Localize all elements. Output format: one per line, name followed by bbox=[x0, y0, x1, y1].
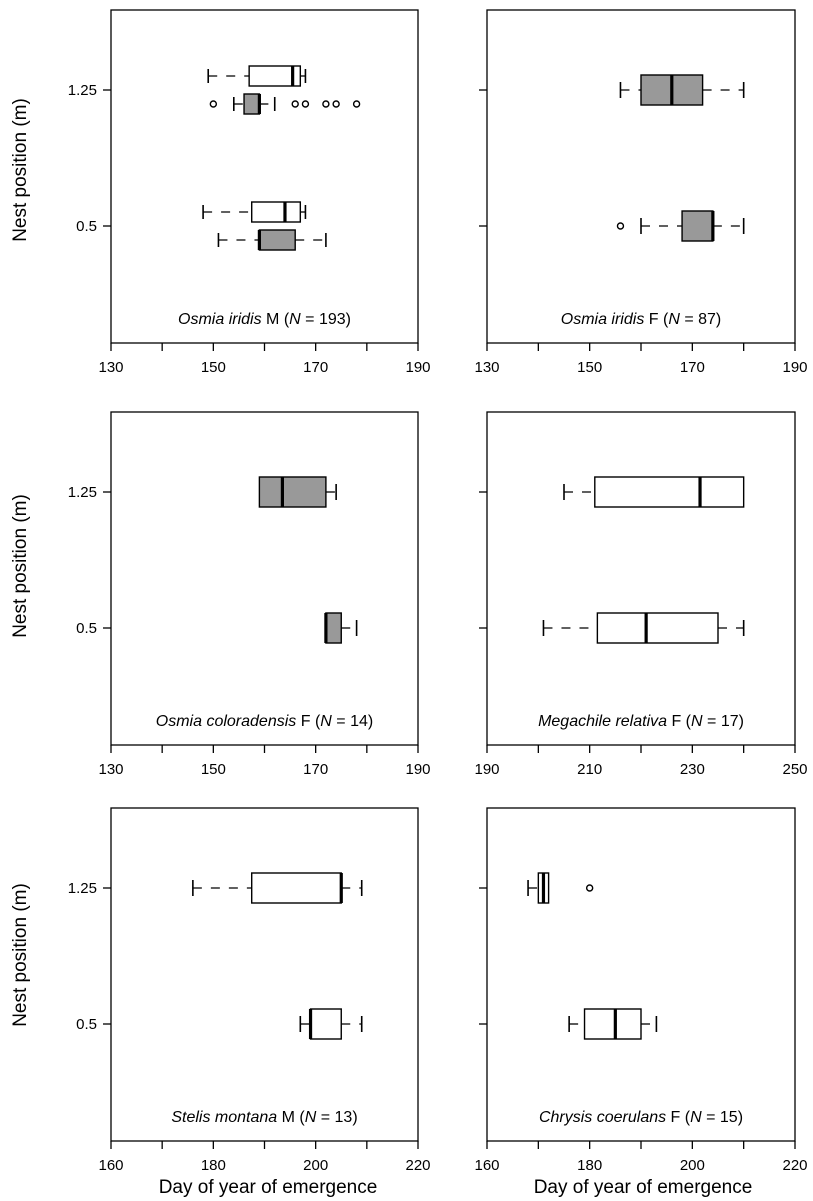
x-axis-label-right: Day of year of emergence bbox=[534, 1177, 753, 1198]
iqr-box bbox=[309, 1008, 342, 1040]
x-tick-label: 230 bbox=[680, 761, 705, 778]
x-tick-label: 130 bbox=[474, 359, 499, 376]
outlier-point bbox=[322, 100, 330, 108]
box-1 bbox=[258, 476, 337, 508]
y-tick-label: 0.5 bbox=[76, 1016, 97, 1033]
x-tick-label: 190 bbox=[474, 761, 499, 778]
box-1 bbox=[527, 872, 594, 904]
iqr-box bbox=[243, 93, 261, 115]
box-2 bbox=[299, 1008, 363, 1040]
x-tick-label: 180 bbox=[201, 1157, 226, 1174]
panel-1: 130 150 170 190 1.25 0.5 Osmia iridis M (N = 1… bbox=[68, 9, 431, 376]
y-tick-label: 1.25 bbox=[68, 484, 97, 501]
y-axis-label-middle: Nest position (m) bbox=[10, 494, 31, 638]
x-tick-label: 170 bbox=[303, 359, 328, 376]
x-tick-label: 190 bbox=[405, 359, 430, 376]
panels: 130 150 170 190 1.25 0.5 Osmia iridis M (N = 1… bbox=[68, 9, 808, 1174]
x-tick-label: 220 bbox=[405, 1157, 430, 1174]
iqr-box bbox=[594, 476, 745, 508]
panel-3: 130 150 170 190 1.25 0.5 Osmia coloradensis F … bbox=[68, 411, 431, 778]
x-tick-label: 250 bbox=[782, 761, 807, 778]
x-tick-label: 130 bbox=[98, 359, 123, 376]
y-axis-label-bottom: Nest position (m) bbox=[10, 883, 31, 1027]
iqr-box bbox=[248, 65, 302, 87]
iqr-box bbox=[583, 1008, 642, 1040]
panel-title: Chrysis coerulans F (N = 15) bbox=[539, 1109, 743, 1126]
panel-title: Stelis montana M (N = 13) bbox=[171, 1109, 357, 1126]
box-2 bbox=[542, 612, 745, 644]
panel-frame bbox=[486, 9, 796, 344]
box-1 bbox=[192, 872, 363, 904]
x-tick-label: 170 bbox=[680, 359, 705, 376]
x-axis-label-left: Day of year of emergence bbox=[159, 1177, 378, 1198]
x-tick-label: 200 bbox=[303, 1157, 328, 1174]
panel-4: 190 210 230 250 Megachile relativa F (N = 17… bbox=[474, 411, 808, 778]
box-1 bbox=[207, 65, 307, 87]
box-1 bbox=[619, 74, 745, 106]
panel-title: Osmia iridis F (N = 87) bbox=[561, 311, 721, 328]
panel-frame bbox=[110, 411, 419, 746]
iqr-box bbox=[596, 612, 719, 644]
panel-6: 160 180 200 220 Chrysis coerulans F (N = 15) bbox=[474, 807, 808, 1174]
box-2 bbox=[209, 93, 361, 115]
panel-frame bbox=[110, 9, 419, 344]
outlier-point bbox=[209, 100, 218, 108]
x-tick-label: 210 bbox=[577, 761, 602, 778]
panel-title: Osmia coloradensis F (N = 14) bbox=[156, 713, 373, 730]
panel-5: 160 180 200 220 1.25 0.5 Stelis montana M (N =… bbox=[68, 807, 431, 1174]
x-tick-label: 180 bbox=[577, 1157, 602, 1174]
box-2 bbox=[324, 612, 358, 644]
x-tick-label: 200 bbox=[680, 1157, 705, 1174]
box-1 bbox=[563, 476, 745, 508]
iqr-box bbox=[681, 210, 714, 242]
x-tick-label: 150 bbox=[201, 761, 226, 778]
box-3 bbox=[202, 201, 307, 223]
x-tick-label: 190 bbox=[782, 359, 807, 376]
y-tick-label: 0.5 bbox=[76, 218, 97, 235]
x-tick-label: 170 bbox=[303, 761, 328, 778]
x-tick-label: 220 bbox=[782, 1157, 807, 1174]
outlier-point bbox=[352, 100, 361, 108]
x-tick-label: 190 bbox=[405, 761, 430, 778]
panel-frame bbox=[486, 411, 796, 746]
y-tick-label: 0.5 bbox=[76, 620, 97, 637]
outlier-point bbox=[585, 884, 594, 892]
y-axis-label-top: Nest position (m) bbox=[10, 98, 31, 242]
outlier-point bbox=[332, 100, 340, 108]
panel-2: 130 150 170 190 Osmia iridis F (N = 87) bbox=[474, 9, 808, 376]
x-tick-label: 160 bbox=[474, 1157, 499, 1174]
x-tick-label: 150 bbox=[577, 359, 602, 376]
panel-title: Osmia iridis M (N = 193) bbox=[178, 311, 351, 328]
iqr-box bbox=[251, 201, 302, 223]
iqr-box bbox=[251, 872, 342, 904]
x-tick-label: 130 bbox=[98, 761, 123, 778]
y-tick-label: 1.25 bbox=[68, 880, 97, 897]
panel-frame bbox=[110, 807, 419, 1142]
y-tick-label: 1.25 bbox=[68, 82, 97, 99]
iqr-box bbox=[258, 229, 296, 251]
box-4 bbox=[217, 229, 327, 251]
box-2 bbox=[568, 1008, 658, 1040]
panel-title: Megachile relativa F (N = 17) bbox=[538, 713, 744, 730]
x-tick-label: 150 bbox=[201, 359, 226, 376]
iqr-box bbox=[325, 612, 342, 644]
outlier-point bbox=[616, 222, 625, 230]
outlier-point bbox=[291, 100, 299, 108]
panel-frame bbox=[486, 807, 796, 1142]
box-2 bbox=[616, 210, 745, 242]
iqr-box bbox=[258, 476, 327, 508]
outlier-point bbox=[301, 100, 310, 108]
x-tick-label: 160 bbox=[98, 1157, 123, 1174]
